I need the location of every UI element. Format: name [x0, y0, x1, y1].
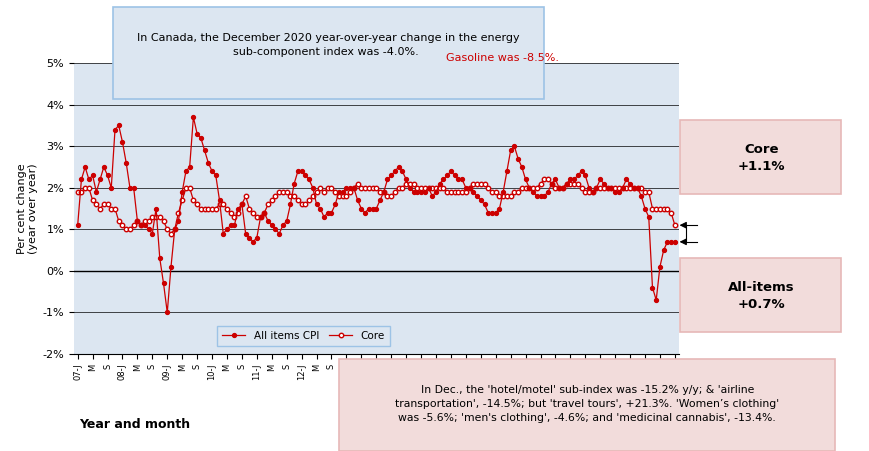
All items CPI [72, 222, 83, 228]
Core [166, 231, 176, 236]
Text: Year and month: Year and month [79, 419, 190, 431]
All items CPI [188, 115, 198, 120]
Core [274, 189, 284, 195]
Line: All items CPI: All items CPI [76, 115, 676, 314]
Text: Core
+1.1%: Core +1.1% [737, 143, 784, 173]
Core [669, 222, 680, 228]
All items CPI [606, 185, 616, 190]
Text: All-items
+0.7%: All-items +0.7% [727, 281, 793, 311]
Core [240, 193, 250, 199]
Text: In Dec., the 'hotel/motel' sub-index was -15.2% y/y; & 'airline
transportation',: In Dec., the 'hotel/motel' sub-index was… [395, 385, 779, 423]
All items CPI [244, 235, 255, 240]
All items CPI [575, 169, 586, 174]
Legend: All items CPI, Core: All items CPI, Core [217, 326, 390, 346]
Text: Gasoline was -8.5%.: Gasoline was -8.5%. [446, 53, 559, 63]
Core [296, 202, 307, 207]
Y-axis label: Per cent change
(year over year): Per cent change (year over year) [17, 163, 38, 254]
All items CPI [300, 173, 310, 178]
All items CPI [277, 222, 288, 228]
Core [72, 189, 83, 195]
Core [647, 206, 657, 211]
All items CPI [647, 285, 657, 290]
All items CPI [669, 239, 680, 244]
Core [606, 185, 616, 190]
Core [539, 177, 549, 182]
Core [575, 185, 586, 190]
Text: In Canada, the December 2020 year-over-year change in the energy
sub-component i: In Canada, the December 2020 year-over-y… [136, 33, 519, 57]
Line: Core: Core [76, 177, 676, 236]
All items CPI [162, 310, 172, 315]
